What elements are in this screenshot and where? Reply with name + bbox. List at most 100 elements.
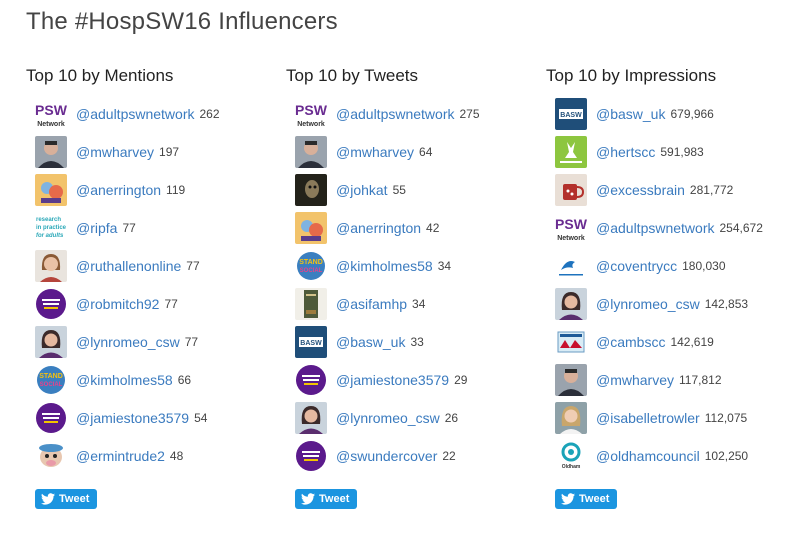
list-item: PSW Network @adultpswnetwork 275 — [286, 95, 536, 133]
count-value: 34 — [412, 297, 426, 311]
user-handle-link[interactable]: @mwharvey — [76, 144, 155, 160]
count-value: 591,983 — [660, 145, 704, 159]
count-value: 77 — [184, 335, 199, 349]
avatar[interactable] — [555, 288, 587, 320]
tweet-button[interactable]: Tweet — [295, 489, 358, 509]
count-value: 29 — [454, 373, 468, 387]
user-handle-link[interactable]: @coventrycc — [596, 258, 678, 274]
user-handle-link[interactable]: @adultpswnetwork — [596, 220, 715, 236]
list-item: @ermintrude2 48 — [26, 437, 276, 475]
column-title: Top 10 by Mentions — [26, 66, 174, 85]
avatar[interactable] — [35, 440, 67, 472]
avatar[interactable]: BASW — [295, 326, 327, 358]
avatar[interactable] — [295, 136, 327, 168]
avatar[interactable]: BASW — [555, 98, 587, 130]
list-item: @robmitch92 77 — [26, 285, 276, 323]
svg-text:research: research — [36, 217, 61, 223]
count-value: 142,853 — [704, 297, 749, 311]
avatar[interactable] — [35, 288, 67, 320]
user-handle-link[interactable]: @anerrington — [76, 182, 162, 198]
svg-text:Network: Network — [297, 121, 325, 128]
tweet-button[interactable]: Tweet — [35, 489, 98, 509]
user-handle-link[interactable]: @lynromeo_csw — [76, 334, 180, 350]
list-item: @ruthallenonline 77 — [26, 247, 276, 285]
list-item: @lynromeo_csw 142,853 — [546, 285, 789, 323]
user-handle-link[interactable]: @oldhamcouncil — [596, 448, 700, 464]
user-handle-link[interactable]: @asifamhp — [336, 296, 408, 312]
avatar[interactable] — [295, 288, 327, 320]
list-item: STAND SOCIAL @kimholmes58 34 — [286, 247, 536, 285]
column-title: Top 10 by Tweets — [286, 66, 418, 85]
count-value: 22 — [442, 449, 456, 463]
list-item: @johkat 55 — [286, 171, 536, 209]
user-handle-link[interactable]: @swundercover — [336, 448, 438, 464]
user-handle-link[interactable]: @ruthallenonline — [76, 258, 182, 274]
avatar[interactable] — [35, 174, 67, 206]
count-value: 275 — [459, 107, 480, 121]
avatar[interactable] — [555, 250, 587, 282]
avatar[interactable] — [35, 402, 67, 434]
count-value: 42 — [426, 221, 440, 235]
tweet-button-label: Tweet — [319, 493, 350, 505]
twitter-bird-icon — [41, 493, 55, 505]
user-handle-link[interactable]: @basw_uk — [596, 106, 666, 122]
user-handle-link[interactable]: @mwharvey — [596, 372, 675, 388]
svg-text:Network: Network — [37, 121, 65, 128]
avatar[interactable] — [555, 174, 587, 206]
count-value: 102,250 — [704, 449, 749, 463]
user-handle-link[interactable]: @hertscc — [596, 144, 656, 160]
list-item: @hertscc 591,983 — [546, 133, 789, 171]
avatar[interactable] — [555, 136, 587, 168]
count-value: 262 — [199, 107, 220, 121]
count-value: 77 — [164, 297, 178, 311]
avatar[interactable]: PSW Network — [295, 98, 327, 130]
user-handle-link[interactable]: @ripfa — [76, 220, 118, 236]
avatar[interactable] — [295, 402, 327, 434]
avatar[interactable] — [295, 174, 327, 206]
count-value: 48 — [169, 449, 184, 463]
user-handle-link[interactable]: @johkat — [336, 182, 388, 198]
count-value: 142,619 — [670, 335, 714, 349]
avatar[interactable] — [555, 402, 587, 434]
count-value: 33 — [410, 335, 424, 349]
user-handle-link[interactable]: @ermintrude2 — [76, 448, 165, 464]
avatar[interactable] — [555, 364, 587, 396]
count-value: 679,966 — [670, 107, 714, 121]
list-item: @coventrycc 180,030 — [546, 247, 789, 285]
avatar[interactable] — [555, 326, 587, 358]
avatar[interactable]: PSW Network — [35, 98, 67, 130]
user-handle-link[interactable]: @jamiestone3579 — [76, 410, 190, 426]
user-handle-link[interactable]: @isabelletrowler — [596, 410, 700, 426]
user-handle-link[interactable]: @excessbrain — [596, 182, 685, 198]
page-title: The #HospSW16 Influencers — [26, 8, 338, 35]
avatar[interactable]: research in practice for adults — [35, 212, 67, 244]
avatar[interactable] — [295, 364, 327, 396]
avatar[interactable] — [35, 326, 67, 358]
user-handle-link[interactable]: @mwharvey — [336, 144, 415, 160]
user-handle-link[interactable]: @jamiestone3579 — [336, 372, 450, 388]
count-value: 34 — [437, 259, 452, 273]
avatar[interactable]: PSW Network — [555, 212, 587, 244]
avatar[interactable]: STAND SOCIAL — [35, 364, 67, 396]
user-handle-link[interactable]: @anerrington — [336, 220, 422, 236]
user-handle-link[interactable]: @adultpswnetwork — [76, 106, 195, 122]
user-handle-link[interactable]: @lynromeo_csw — [336, 410, 440, 426]
avatar[interactable] — [35, 136, 67, 168]
user-handle-link[interactable]: @adultpswnetwork — [336, 106, 455, 122]
list-item: BASW @basw_uk 679,966 — [546, 95, 789, 133]
avatar[interactable] — [295, 212, 327, 244]
count-value: 197 — [159, 145, 180, 159]
avatar[interactable] — [35, 250, 67, 282]
user-handle-link[interactable]: @robmitch92 — [76, 296, 160, 312]
list-item: @isabelletrowler 112,075 — [546, 399, 789, 437]
user-handle-link[interactable]: @lynromeo_csw — [596, 296, 700, 312]
svg-text:PSW: PSW — [35, 102, 67, 118]
user-handle-link[interactable]: @kimholmes58 — [336, 258, 433, 274]
avatar[interactable]: Oldham — [555, 440, 587, 472]
user-handle-link[interactable]: @kimholmes58 — [76, 372, 173, 388]
user-handle-link[interactable]: @cambscc — [596, 334, 666, 350]
avatar[interactable] — [295, 440, 327, 472]
tweet-button[interactable]: Tweet — [555, 489, 618, 509]
avatar[interactable]: STAND SOCIAL — [295, 250, 327, 282]
user-handle-link[interactable]: @basw_uk — [336, 334, 406, 350]
